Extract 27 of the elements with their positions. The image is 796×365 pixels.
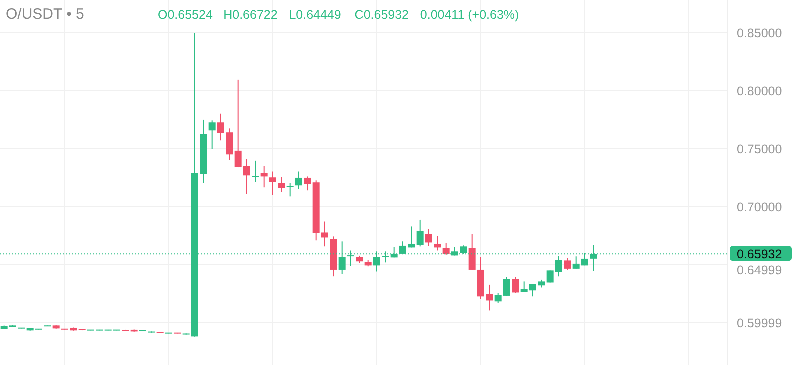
y-tick-label: 0.75000 (737, 142, 782, 156)
candlestick (564, 258, 572, 270)
y-tick-label: 0.85000 (737, 26, 782, 40)
annotation: 0.00411 (+0.63%) (420, 8, 520, 22)
annotation: H0.66722 (224, 8, 278, 22)
y-tick-label: 0.64999 (737, 263, 782, 278)
annotation: C0.65932 (354, 8, 410, 22)
candlestick (208, 120, 216, 150)
candlestick (270, 171, 276, 196)
candlestick (296, 171, 302, 190)
y-tick-label: 0.70000 (737, 200, 782, 214)
ref-line-label: 0.65932 (737, 248, 782, 262)
candlestick (442, 242, 450, 256)
candlestick (304, 176, 312, 192)
annotation: O0.65524 (158, 8, 213, 22)
y-tick-label: 0.80000 (737, 84, 782, 98)
y-tick-label: 0.59999 (737, 316, 782, 330)
candlestick (434, 235, 442, 252)
candlestick (286, 182, 294, 198)
candlestick (278, 176, 286, 193)
candlestick (252, 160, 260, 183)
annotation: L0.64449 (289, 8, 342, 22)
candlestick (468, 234, 476, 270)
candlestick (416, 219, 424, 248)
chart-title: O/USDT • 5 (6, 6, 84, 23)
candlestick (512, 276, 520, 294)
candlestick (426, 228, 432, 246)
